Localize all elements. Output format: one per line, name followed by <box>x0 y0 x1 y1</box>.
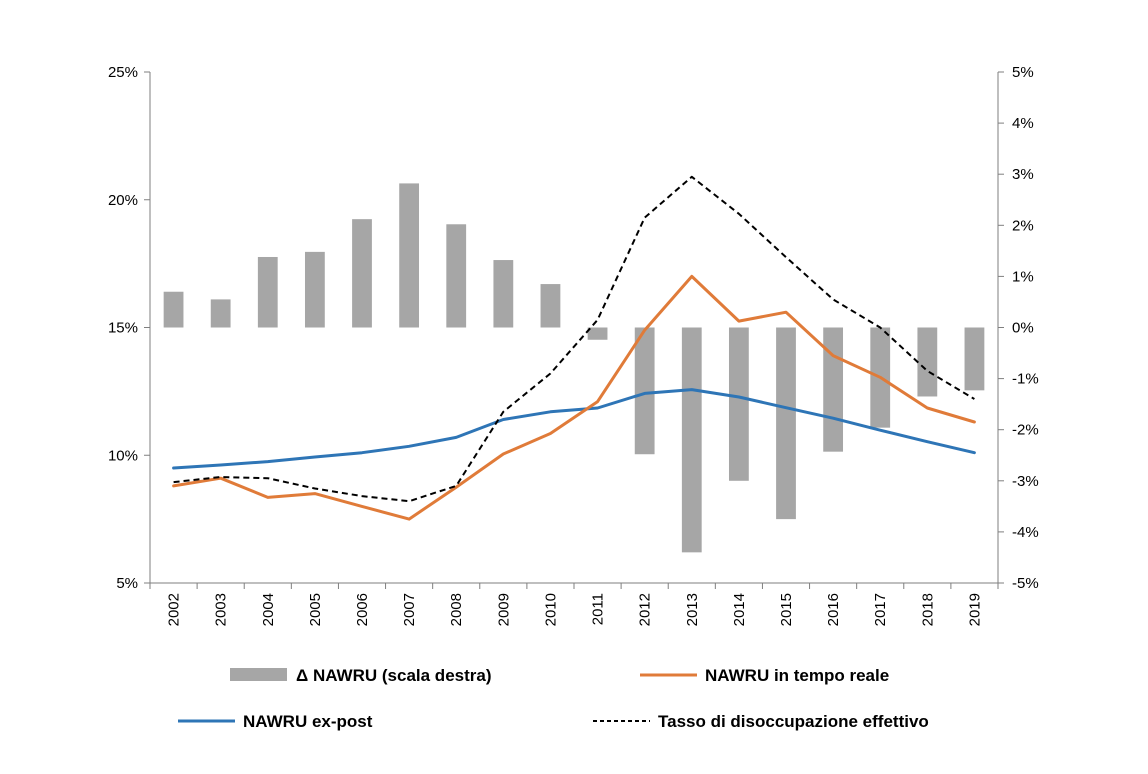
bar-delta-nawru-2003 <box>210 299 231 328</box>
x-tick-label: 2010 <box>542 593 559 626</box>
x-tick-label: 2013 <box>684 593 701 626</box>
bar-delta-nawru-2010 <box>540 284 561 328</box>
left-y-tick-label: 15% <box>108 320 138 337</box>
right-y-ticks: -5% -4% -3% -2% -1% 0% 1% 2% 3% 4% 5% <box>998 64 1039 592</box>
left-y-tick-label: 10% <box>108 447 138 464</box>
x-tick-label: 2014 <box>731 593 748 626</box>
right-y-tick-label: -3% <box>1012 473 1039 490</box>
right-y-tick-label: 2% <box>1012 217 1034 234</box>
bar-delta-nawru-2009 <box>493 260 514 328</box>
bar-delta-nawru-2011 <box>587 327 608 340</box>
x-tick-label: 2005 <box>307 593 324 626</box>
line-series <box>172 175 976 521</box>
x-tick-label: 2011 <box>590 593 607 625</box>
legend-delta-nawru-swatch <box>230 668 287 681</box>
bar-delta-nawru-2019 <box>964 327 985 391</box>
right-y-tick-label: -2% <box>1012 422 1039 439</box>
x-tick-label: 2002 <box>166 593 183 626</box>
bar-delta-nawru-2004 <box>257 256 278 328</box>
bar-delta-nawru-2018 <box>917 327 938 397</box>
right-y-tick-label: 4% <box>1012 115 1034 132</box>
line-tasso-disoccupazione <box>173 175 975 503</box>
left-y-ticks: 5% 10% 15% 20% 25% <box>108 64 150 592</box>
left-y-tick-label: 25% <box>108 64 138 81</box>
x-tick-label: 2007 <box>401 593 418 626</box>
left-y-tick-label: 5% <box>116 575 138 592</box>
x-tick-label: 2015 <box>778 593 795 626</box>
legend-tasso-disoccupazione-label: Tasso di disoccupazione effettivo <box>658 712 929 731</box>
bar-delta-nawru-2013 <box>681 327 702 553</box>
x-tick-label: 2004 <box>260 593 277 626</box>
x-tick-label: 2016 <box>825 593 842 626</box>
right-y-tick-label: 5% <box>1012 64 1034 81</box>
right-y-tick-label: -5% <box>1012 575 1039 592</box>
bar-series <box>163 183 985 553</box>
x-tick-label: 2012 <box>637 593 654 626</box>
bar-delta-nawru-2016 <box>823 327 844 452</box>
line-nawru-tempo-reale <box>172 274 976 521</box>
bar-delta-nawru-2007 <box>399 183 420 328</box>
legend-delta-nawru-label: Δ NAWRU (scala destra) <box>296 666 492 685</box>
bar-delta-nawru-2002 <box>163 291 184 328</box>
left-y-tick-label: 20% <box>108 192 138 209</box>
right-y-tick-label: 0% <box>1012 320 1034 337</box>
x-tick-label: 2008 <box>448 593 465 626</box>
right-y-tick-label: -4% <box>1012 524 1039 541</box>
bar-delta-nawru-2012 <box>634 327 655 455</box>
x-tick-label: 2006 <box>354 593 371 626</box>
bar-delta-nawru-2006 <box>352 219 372 328</box>
bar-delta-nawru-2008 <box>446 224 467 328</box>
x-tick-label: 2019 <box>966 593 983 626</box>
legend-nawru-tempo-reale-label: NAWRU in tempo reale <box>705 666 889 685</box>
line-nawru-ex-post <box>172 388 976 470</box>
x-ticks: 2002 2003 2004 2005 2006 2007 2008 2009 2010 2011… <box>149 583 999 626</box>
x-tick-label: 2018 <box>919 593 936 626</box>
x-tick-label: 2017 <box>872 593 889 626</box>
legend-nawru-ex-post-label: NAWRU ex-post <box>243 712 373 731</box>
x-tick-label: 2003 <box>213 593 230 626</box>
legend: Δ NAWRU (scala destra) NAWRU in tempo rea… <box>178 666 929 731</box>
bar-delta-nawru-2014 <box>728 327 749 481</box>
right-y-tick-label: -1% <box>1012 371 1039 388</box>
bar-delta-nawru-2015 <box>776 327 796 520</box>
right-y-tick-label: 1% <box>1012 268 1034 285</box>
x-tick-label: 2009 <box>495 593 512 626</box>
bar-delta-nawru-2005 <box>304 251 325 328</box>
right-y-tick-label: 3% <box>1012 166 1034 183</box>
